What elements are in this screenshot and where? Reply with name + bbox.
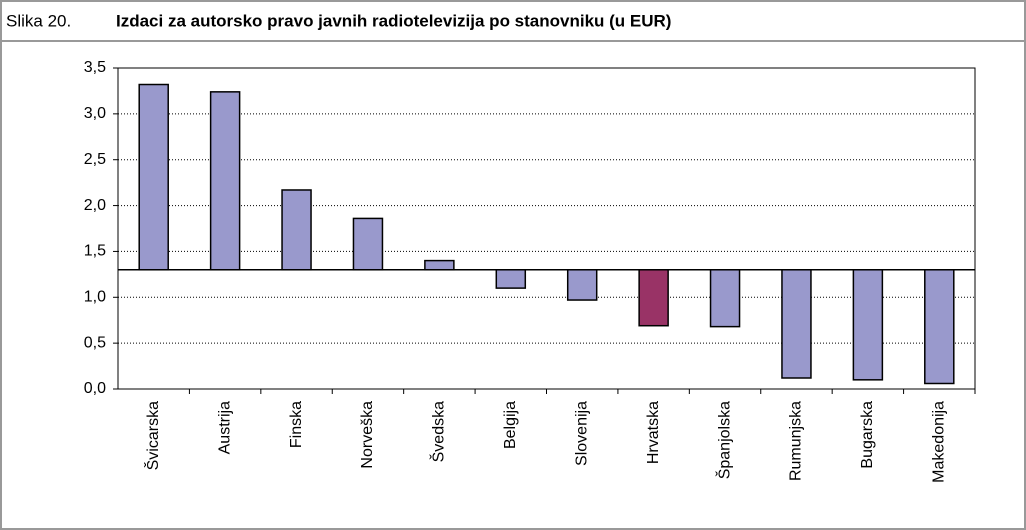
bar <box>424 259 455 271</box>
x-tick-label: Hrvatska <box>645 401 662 464</box>
x-tick-label: Austrija <box>216 401 233 454</box>
x-tick-label: Finska <box>288 401 305 448</box>
x-tick-label: Slovenija <box>573 401 590 466</box>
bar <box>281 189 312 271</box>
bar <box>781 269 812 379</box>
y-tick-label: 3,0 <box>84 105 106 122</box>
x-tick-label: Makedonija <box>931 401 948 483</box>
y-tick-label: 2,5 <box>84 151 106 168</box>
bar <box>709 269 741 328</box>
bar <box>209 91 241 271</box>
x-tick-label: Španjolska <box>714 401 733 479</box>
bar <box>138 83 169 271</box>
chart-title: Izdaci za autorsko pravo javnih radiotel… <box>116 11 671 30</box>
figure-label: Slika 20. <box>6 11 71 30</box>
x-tick-label: Belgija <box>502 401 519 449</box>
x-tick-label: Švicarska <box>143 401 162 470</box>
bar <box>852 269 884 381</box>
x-tick-label: Norveška <box>359 401 376 469</box>
x-tick-label: Bugarska <box>859 401 876 469</box>
y-tick-label: 2,0 <box>84 197 106 214</box>
y-tick-label: 1,5 <box>84 243 106 260</box>
y-tick-label: 0,5 <box>84 334 106 351</box>
bar <box>566 269 598 301</box>
y-tick-label: 3,5 <box>84 59 106 76</box>
bar <box>924 269 955 385</box>
bar <box>638 269 669 327</box>
x-tick-label: Rumunjska <box>788 401 805 481</box>
y-tick-label: 0,0 <box>84 380 106 397</box>
bar <box>495 269 527 289</box>
x-tick-label: Švedska <box>429 401 448 462</box>
y-tick-label: 1,0 <box>84 289 106 306</box>
bar <box>352 217 384 271</box>
